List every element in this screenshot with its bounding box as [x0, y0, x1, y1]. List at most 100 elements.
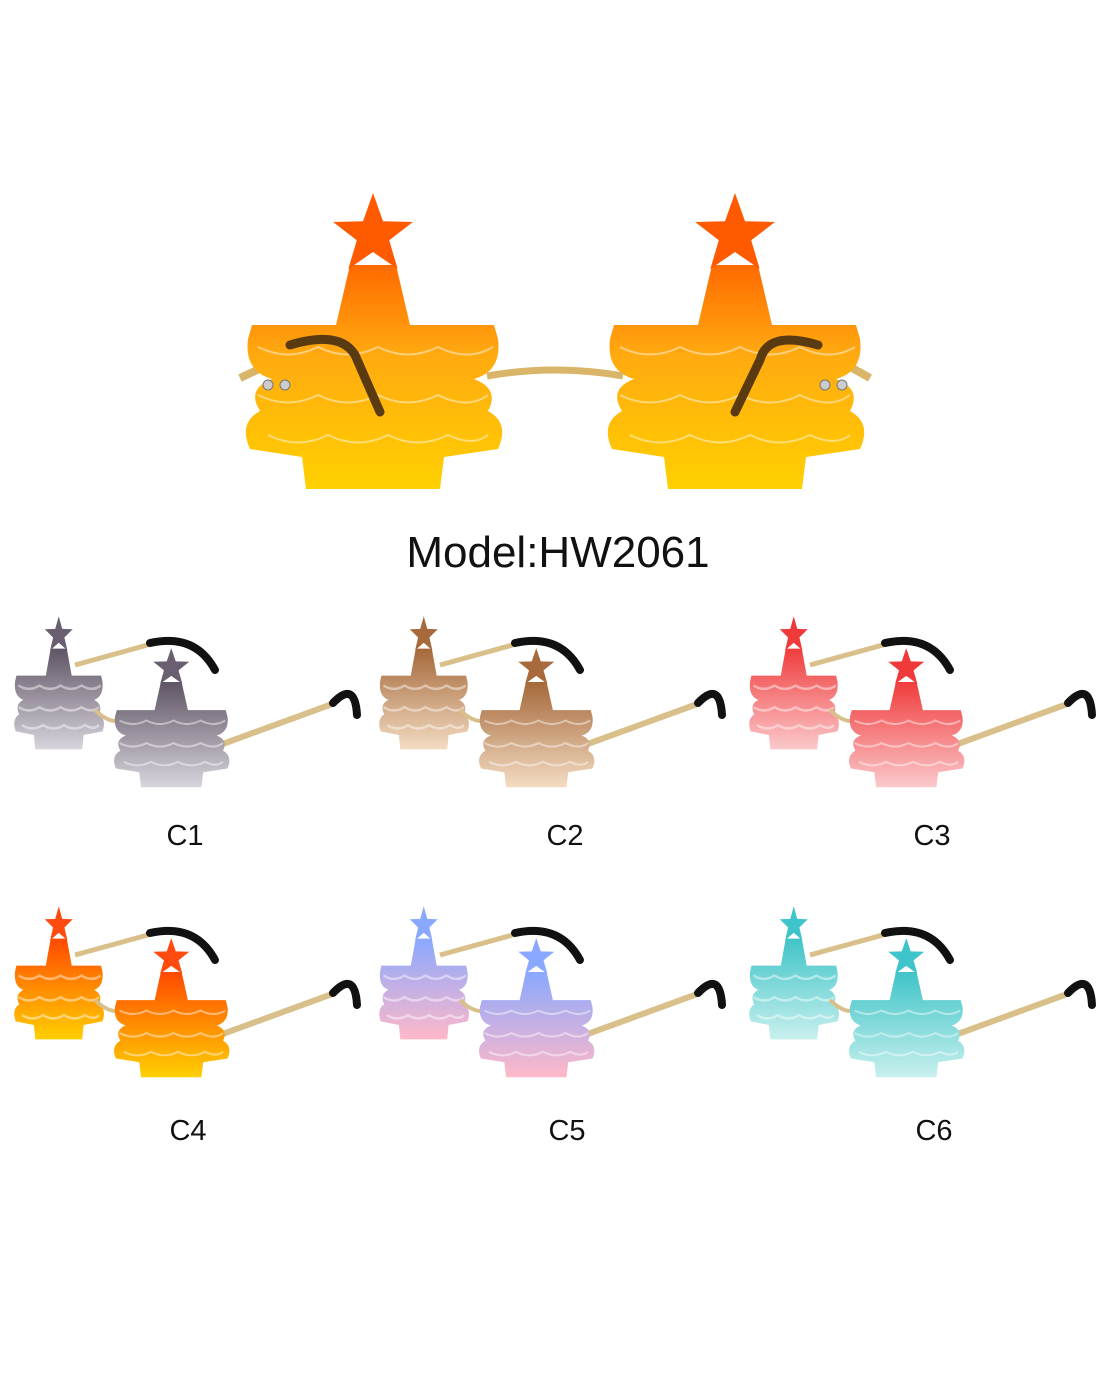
lens-tree-shape [478, 971, 595, 1078]
lens-wave-lines [18, 974, 102, 1020]
star-icon [409, 906, 438, 941]
front-temple-tip [329, 689, 361, 719]
front-temple [583, 700, 702, 748]
star-icon [333, 193, 413, 269]
left-temple-tip [285, 334, 385, 417]
variant-label-c1: C1 [166, 820, 204, 852]
front-temple [953, 700, 1072, 748]
rear-temple [439, 930, 521, 958]
rear-lens [379, 906, 469, 1040]
star-icon [44, 906, 73, 941]
star-icon [153, 648, 190, 684]
lens-wave-lines [753, 684, 837, 730]
star-icon [888, 648, 925, 684]
lens-tree-shape [749, 648, 839, 750]
rear-temple-tip [511, 926, 584, 964]
lens-wave-lines [484, 719, 591, 767]
variant-label-c3: C3 [913, 820, 951, 852]
rear-lens [379, 616, 469, 750]
star-icon [518, 648, 555, 684]
variant-label-c2: C2 [546, 820, 584, 852]
front-temple-tip [329, 979, 361, 1009]
lens-wave-lines [383, 684, 467, 730]
lens-tree-shape [848, 971, 965, 1078]
lens-wave-lines [854, 1009, 961, 1057]
variant-label-c5: C5 [548, 1115, 586, 1147]
front-lens [848, 938, 965, 1078]
variant-c2 [379, 616, 726, 788]
lens-tree-shape [478, 681, 595, 788]
rear-temple [809, 640, 891, 668]
rear-temple-tip [511, 636, 584, 674]
variant-label-c4: C4 [169, 1115, 207, 1147]
rear-temple [809, 930, 891, 958]
front-lens [478, 938, 595, 1078]
rear-temple-tip [146, 926, 219, 964]
variant-c5 [379, 906, 726, 1078]
star-icon [779, 616, 808, 651]
star-icon [518, 938, 555, 974]
model-title: Model:HW2061 [406, 528, 710, 577]
front-lens [478, 648, 595, 788]
lens-wave-lines [257, 345, 494, 444]
variant-c4 [14, 906, 361, 1078]
lens-wave-lines [854, 719, 961, 767]
front-temple [218, 990, 337, 1038]
front-temple-tip [1064, 689, 1096, 719]
main-right-lens [607, 193, 865, 489]
front-temple [218, 700, 337, 748]
rear-lens [749, 616, 839, 750]
right-temple-tip [730, 335, 823, 417]
lens-tree-shape [379, 648, 469, 750]
lens-tree-shape [749, 938, 839, 1040]
lens-wave-lines [484, 1009, 591, 1057]
variant-label-c6: C6 [915, 1115, 953, 1147]
star-icon [409, 616, 438, 651]
star-icon [153, 938, 190, 974]
rear-temple [74, 930, 156, 958]
bridge [486, 366, 624, 380]
rivet [819, 379, 831, 391]
lens-tree-shape [848, 681, 965, 788]
lens-wave-lines [119, 1009, 226, 1057]
lens-tree-shape [607, 265, 865, 489]
front-lens [848, 648, 965, 788]
front-temple [583, 990, 702, 1038]
lens-tree-shape [113, 971, 230, 1078]
front-lens [113, 648, 230, 788]
rear-temple [74, 640, 156, 668]
front-temple-tip [694, 689, 726, 719]
lens-wave-lines [18, 684, 102, 730]
variant-c3 [749, 616, 1096, 788]
front-temple-tip [694, 979, 726, 1009]
front-temple-tip [1064, 979, 1096, 1009]
rear-temple-tip [146, 636, 219, 674]
lens-tree-shape [113, 681, 230, 788]
lens-tree-shape [14, 648, 104, 750]
rear-temple-tip [881, 636, 954, 674]
rivet [262, 379, 274, 391]
lens-tree-shape [245, 265, 503, 489]
lens-wave-lines [119, 719, 226, 767]
rear-temple [439, 640, 521, 668]
variant-c6 [749, 906, 1096, 1078]
rear-lens [14, 906, 104, 1040]
star-icon [695, 193, 775, 269]
lens-tree-shape [14, 938, 104, 1040]
star-icon [779, 906, 808, 941]
rear-temple-tip [881, 926, 954, 964]
variant-c1 [14, 616, 361, 788]
rear-lens [749, 906, 839, 1040]
rivet [279, 379, 291, 391]
main-left-lens [245, 193, 503, 489]
rear-lens [14, 616, 104, 750]
front-temple [953, 990, 1072, 1038]
front-lens [113, 938, 230, 1078]
lens-wave-lines [753, 974, 837, 1020]
lens-tree-shape [379, 938, 469, 1040]
star-icon [44, 616, 73, 651]
rivet [836, 379, 848, 391]
lens-wave-lines [383, 974, 467, 1020]
